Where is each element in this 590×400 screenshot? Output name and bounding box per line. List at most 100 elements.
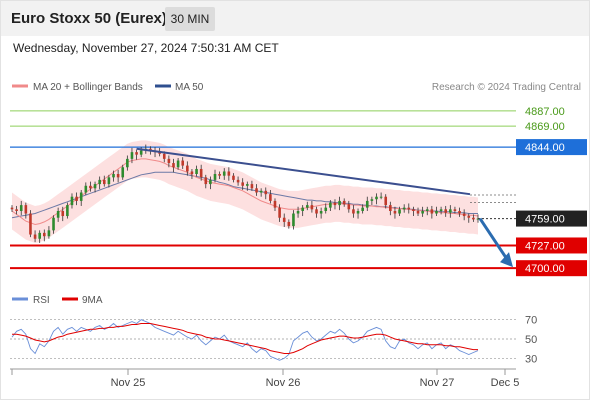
candle-body xyxy=(435,211,438,214)
legend-rsi-label: RSI xyxy=(33,295,50,306)
projection-arrow-shaft xyxy=(478,217,509,261)
candle-body xyxy=(315,209,318,214)
x-tick-label-1: Nov 25 xyxy=(111,377,146,389)
candle-body xyxy=(158,152,161,154)
candle-body xyxy=(472,217,475,220)
candle-body xyxy=(139,150,143,155)
candle-body xyxy=(439,209,443,211)
level-tag-2 xyxy=(516,139,587,156)
legend-ma50-label: MA 50 xyxy=(175,82,204,93)
candle-body xyxy=(462,213,466,217)
candle-body xyxy=(416,211,420,214)
candle-body xyxy=(33,234,37,239)
candle-body xyxy=(296,211,300,214)
candle-body xyxy=(116,174,120,178)
level-label-1: 4869.00 xyxy=(525,121,565,133)
candle-body xyxy=(112,174,115,178)
candle-body xyxy=(352,209,355,214)
candle-body xyxy=(365,200,369,208)
candle-body xyxy=(47,230,51,237)
candle-body xyxy=(102,179,106,185)
candle-body xyxy=(135,152,138,155)
level-label-3: 4727.00 xyxy=(525,240,565,252)
last-price-label: 4759.00 xyxy=(525,214,565,226)
candle-body xyxy=(19,205,23,211)
candle-body xyxy=(412,209,415,211)
candle-body xyxy=(204,177,208,185)
timestamp: Wednesday, November 27, 2024 7:50:31 AM … xyxy=(13,41,279,55)
candle-body xyxy=(66,205,69,217)
candle-body xyxy=(232,175,235,180)
level-label-4: 4700.00 xyxy=(525,263,565,275)
candle-body xyxy=(70,196,74,206)
candle-body xyxy=(181,160,185,166)
candle-body xyxy=(199,168,203,178)
candle-body xyxy=(250,184,254,189)
candle-body xyxy=(190,171,194,174)
instrument-title: Euro Stoxx 50 (Eurex) xyxy=(11,10,167,27)
candle-body xyxy=(264,190,268,195)
candle-body xyxy=(15,209,18,211)
candle-body xyxy=(393,211,397,214)
candle-body xyxy=(384,196,388,206)
candle-body xyxy=(218,174,221,176)
candle-body xyxy=(241,182,244,186)
candle-body xyxy=(301,207,304,211)
candle-body xyxy=(402,207,406,210)
rsi-line xyxy=(11,319,479,361)
candle-body xyxy=(172,163,175,168)
rsi-tick-2: 30 xyxy=(525,353,537,365)
last-price-tag xyxy=(516,210,587,227)
candle-body xyxy=(278,207,281,218)
candle-body xyxy=(282,217,286,222)
candle-body xyxy=(38,232,41,239)
candle-body xyxy=(84,185,88,193)
candle-body xyxy=(89,185,92,189)
candle-body xyxy=(347,204,351,210)
candle-body xyxy=(10,207,14,210)
rsi-tick-0: 70 xyxy=(525,315,537,327)
candle-body xyxy=(61,211,65,217)
candle-body xyxy=(449,209,452,213)
candle-body xyxy=(93,184,97,189)
rsi-tick-1: 50 xyxy=(525,334,537,346)
candle-body xyxy=(176,160,180,168)
candle-body xyxy=(42,232,46,237)
legend-9ma-label: 9MA xyxy=(82,295,103,306)
candle-body xyxy=(29,213,32,235)
header-bar: Euro Stoxx 50 (Eurex) 30 MIN xyxy=(0,0,590,36)
candle-body xyxy=(453,209,457,211)
x-tick-label-3: Nov 27 xyxy=(420,377,455,389)
ma20-line xyxy=(11,158,479,226)
candle-body xyxy=(421,211,424,214)
candle-body xyxy=(236,179,240,183)
candle-body xyxy=(269,194,272,201)
candle-body xyxy=(98,179,101,185)
rsi-ma-line xyxy=(12,323,478,354)
candle-body xyxy=(458,211,461,214)
candle-body xyxy=(287,221,291,227)
candle-body xyxy=(342,200,346,205)
candle-body xyxy=(227,171,231,176)
timeframe-badge[interactable]: 30 MIN xyxy=(165,7,215,31)
candle-body xyxy=(324,207,328,211)
projection-arrow-head xyxy=(500,252,513,268)
candle-body xyxy=(389,205,392,211)
candle-body xyxy=(319,211,323,214)
credit-text: Research © 2024 Trading Central xyxy=(432,82,581,93)
level-label-0: 4887.00 xyxy=(525,106,565,118)
candle-body xyxy=(24,205,28,214)
candle-body xyxy=(273,200,277,208)
candle-body xyxy=(444,209,448,213)
x-tick-label-2: Nov 26 xyxy=(266,377,301,389)
candle-body xyxy=(209,179,212,185)
candle-body xyxy=(379,196,383,198)
candle-body xyxy=(167,158,171,164)
candle-body xyxy=(121,167,125,178)
candle-body xyxy=(126,158,129,168)
candle-body xyxy=(338,200,341,206)
candle-body xyxy=(130,152,134,159)
candle-body xyxy=(246,184,249,186)
candle-body xyxy=(430,209,434,214)
